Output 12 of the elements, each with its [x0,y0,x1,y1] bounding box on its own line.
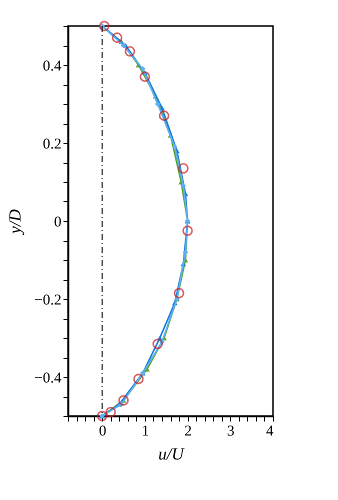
x-axis-title: u/U [158,444,186,464]
x-tick-label: 3 [227,424,235,440]
x-tick-label: 4 [266,424,274,440]
y-tick-label: 0.2 [42,136,62,152]
y-axis-title: y/D [5,208,24,236]
x-tick-label: 2 [184,424,192,440]
y-tick-label: −0.2 [34,292,62,308]
y-tick-label: 0.4 [42,58,62,74]
y-tick-label: −0.4 [34,370,62,386]
y-tick-label: 0 [54,214,62,230]
x-tick-label: 1 [142,424,150,440]
x-tick-label: 0 [98,424,106,440]
